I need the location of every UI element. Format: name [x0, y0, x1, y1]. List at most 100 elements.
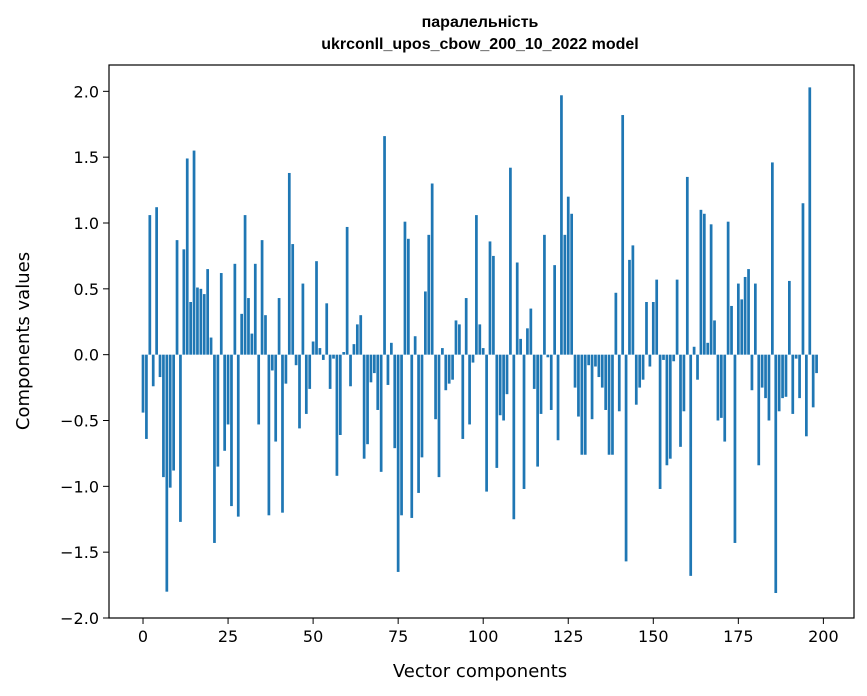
bar	[417, 354, 420, 493]
bar	[706, 342, 710, 355]
y-tick-label: 0.5	[74, 280, 99, 299]
bar	[607, 354, 611, 455]
bar	[668, 354, 672, 459]
bar	[223, 354, 227, 451]
bar	[719, 354, 723, 418]
bar	[213, 354, 216, 543]
bar	[713, 320, 716, 355]
bar	[362, 354, 366, 459]
bar	[614, 292, 618, 355]
bar	[202, 294, 206, 355]
bar	[447, 354, 451, 384]
bar	[536, 354, 539, 467]
bar	[192, 150, 196, 355]
bar	[801, 203, 805, 355]
bar	[206, 269, 210, 355]
bar	[345, 226, 349, 355]
bar	[230, 354, 233, 507]
bar	[277, 298, 281, 355]
bar	[597, 354, 601, 378]
y-tick-label: 1.0	[74, 214, 99, 233]
bar	[349, 354, 352, 387]
bars-group	[141, 87, 818, 593]
bar	[624, 354, 628, 562]
bar	[274, 354, 278, 442]
bar	[216, 354, 220, 467]
bar	[355, 324, 359, 355]
bar	[594, 354, 597, 367]
bar	[611, 354, 614, 455]
bar	[281, 354, 284, 513]
bar	[434, 354, 437, 420]
bar	[430, 183, 434, 355]
bar	[454, 320, 458, 355]
bar	[526, 328, 529, 355]
bar	[247, 298, 250, 355]
x-tick-label: 125	[553, 627, 584, 646]
bar	[662, 354, 665, 360]
bar	[424, 291, 427, 355]
bar	[151, 354, 155, 387]
bar	[498, 354, 502, 416]
bar	[702, 213, 706, 355]
bar	[764, 354, 767, 399]
bar	[580, 354, 584, 455]
bar	[219, 273, 223, 355]
bar	[743, 276, 747, 355]
bar	[389, 342, 393, 355]
bar	[328, 354, 332, 389]
bar	[509, 167, 512, 355]
bar	[774, 354, 778, 593]
bar	[318, 348, 322, 355]
bar	[148, 215, 152, 355]
bar	[352, 344, 356, 355]
bar	[481, 348, 485, 355]
bar	[685, 176, 689, 355]
bar	[325, 303, 329, 355]
bar	[604, 354, 608, 410]
bar	[556, 354, 560, 441]
bar	[788, 280, 791, 355]
bar	[253, 263, 257, 355]
bar	[587, 354, 591, 366]
y-tick-label: 1.5	[74, 148, 99, 167]
bar	[172, 354, 175, 471]
bar	[260, 240, 264, 355]
bar	[471, 354, 475, 363]
bar	[332, 354, 335, 359]
bar	[468, 354, 471, 425]
bar	[648, 354, 652, 367]
bar	[784, 354, 788, 397]
bar	[641, 354, 645, 380]
bar	[791, 354, 795, 414]
bar	[264, 315, 267, 355]
bar	[145, 354, 148, 439]
bar	[781, 354, 784, 399]
bar	[209, 337, 213, 355]
bar	[407, 238, 410, 355]
bar	[359, 315, 363, 355]
bar	[243, 215, 247, 355]
bar	[590, 354, 594, 420]
bar	[747, 269, 750, 355]
bar	[655, 279, 659, 355]
bar	[141, 354, 145, 413]
bar	[488, 241, 492, 355]
bar	[736, 283, 740, 355]
bar	[675, 279, 679, 355]
bar	[298, 354, 301, 429]
bar	[478, 324, 482, 355]
bar	[757, 354, 761, 466]
bar	[304, 354, 308, 414]
bar	[529, 308, 533, 355]
bar	[543, 234, 546, 355]
bar	[162, 354, 165, 478]
bar	[461, 354, 465, 439]
bar	[753, 283, 757, 355]
bar	[308, 354, 312, 389]
x-tick-label: 150	[638, 627, 669, 646]
bar	[716, 354, 720, 421]
bar	[175, 240, 179, 355]
bar	[651, 302, 655, 355]
bar	[808, 87, 812, 355]
